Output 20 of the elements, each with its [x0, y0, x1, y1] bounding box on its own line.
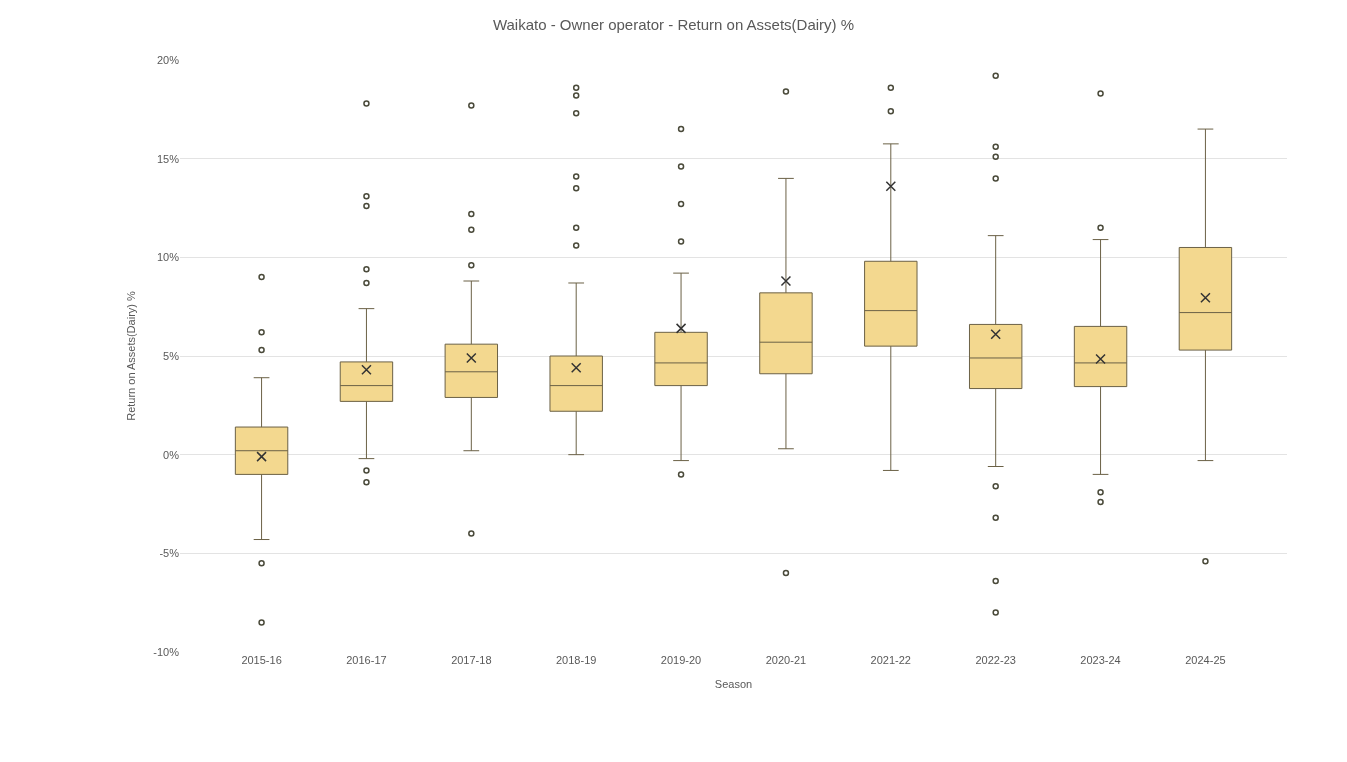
- x-axis-title: Season: [714, 678, 753, 691]
- y-tick-label: -10%: [153, 645, 180, 658]
- x-tick-label: 2015-16: [241, 654, 282, 666]
- y-tick-label: -5%: [159, 547, 180, 560]
- y-axis-title: Return on Assets(Dairy) %: [124, 290, 137, 421]
- chart-title: Waikato - Owner operator - Return on Assets(Dairy) %: [492, 15, 855, 33]
- y-tick-label: 15%: [156, 152, 180, 165]
- x-tick-label: 2016-17: [346, 654, 387, 666]
- y-tick-label: 5%: [163, 349, 180, 362]
- x-tick-label: 2018-19: [556, 654, 597, 666]
- y-tick-label: 0%: [163, 448, 180, 461]
- y-tick-label: 20%: [156, 53, 180, 66]
- x-tick-label: 2020-21: [765, 654, 807, 666]
- x-tick-label: 2022-23: [975, 654, 1016, 666]
- x-tick-label: 2023-24: [1080, 654, 1121, 666]
- x-tick-label: 2021-22: [870, 654, 911, 666]
- x-tick-label: 2019-20: [660, 654, 702, 666]
- x-tick-label: 2024-25: [1185, 654, 1226, 666]
- y-tick-label: 10%: [156, 251, 180, 264]
- x-tick-label: 2017-18: [451, 654, 492, 666]
